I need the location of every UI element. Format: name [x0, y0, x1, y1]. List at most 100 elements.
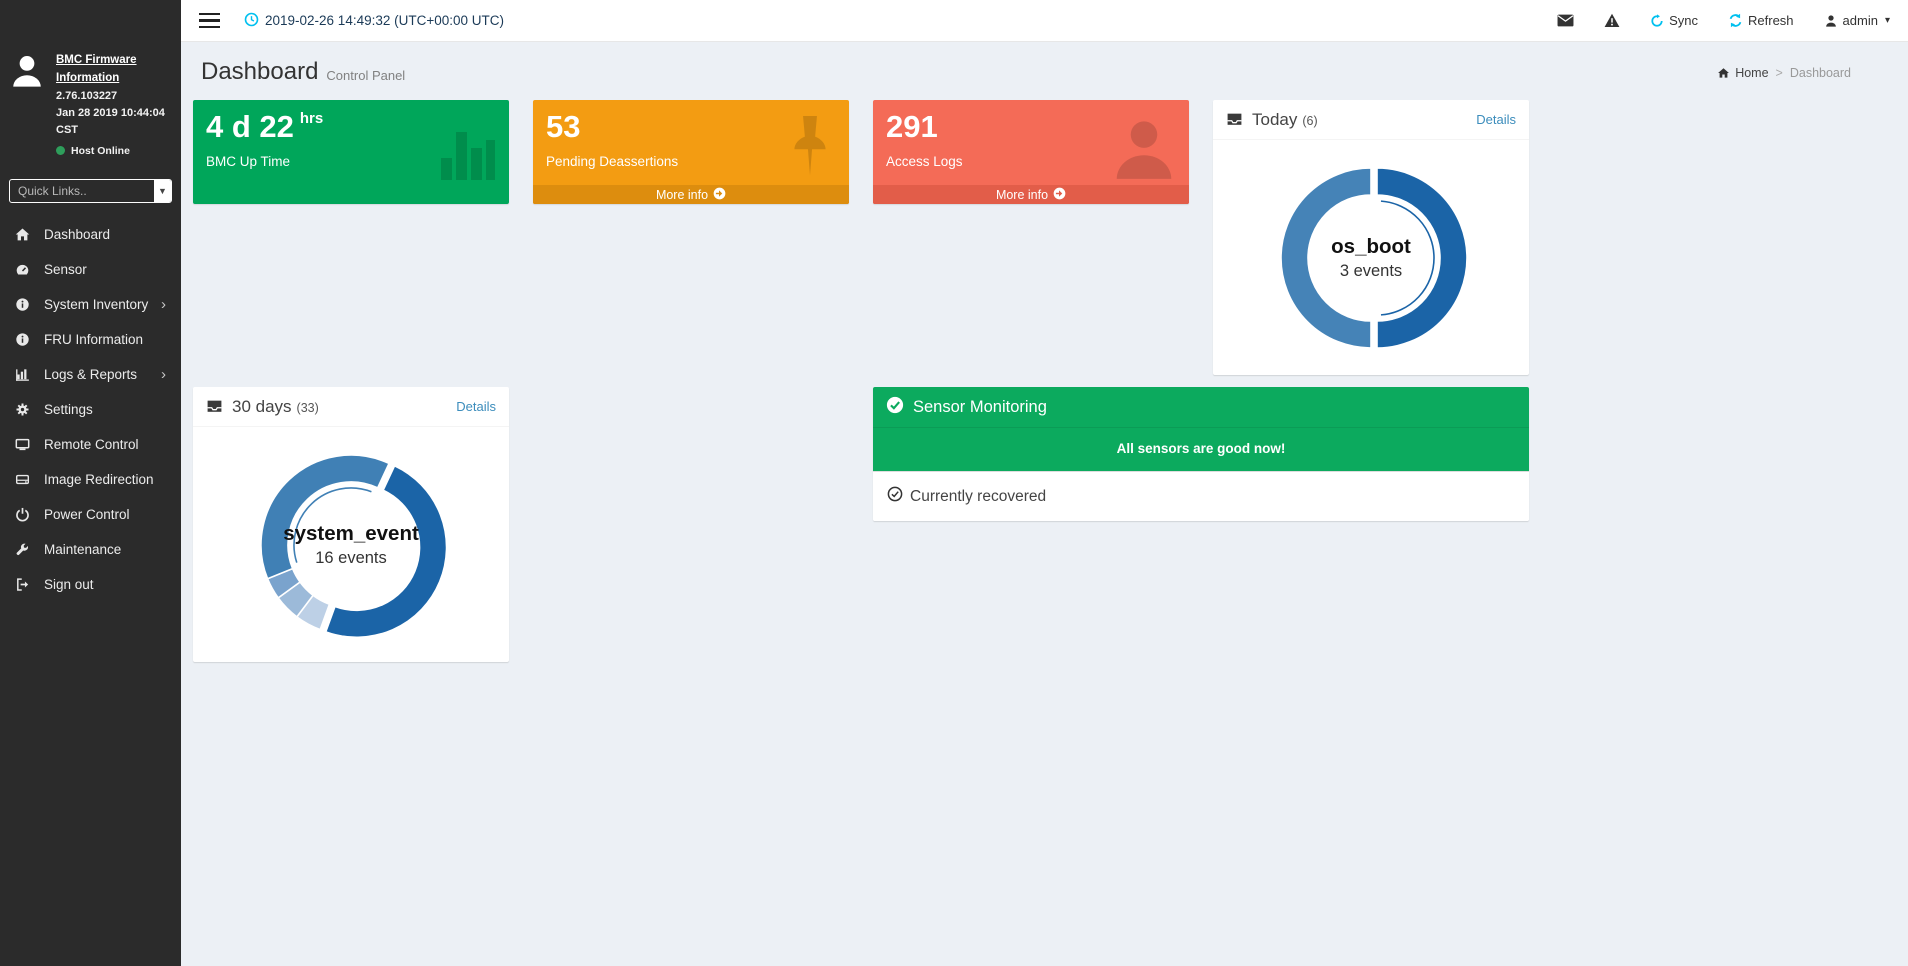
sidebar-item-settings[interactable]: Settings [0, 392, 181, 427]
card-label: BMC Up Time [206, 153, 291, 169]
sidebar-item-label: Sensor [44, 262, 87, 278]
chevron-right-icon: › [161, 296, 166, 314]
alerts-button[interactable] [1604, 13, 1620, 28]
card-value: 53 [546, 109, 581, 144]
bar-chart-icon [15, 367, 34, 382]
refresh-label: Refresh [1748, 13, 1794, 28]
home-icon [15, 227, 34, 242]
quick-links-select[interactable]: Quick Links.. ▼ [9, 179, 172, 204]
sidebar-item-label: System Inventory [44, 297, 149, 313]
topbar: 2019-02-26 14:49:32 (UTC+00:00 UTC) Sync… [181, 0, 1908, 42]
check-circle-outline-icon [887, 486, 903, 507]
inbox-icon [206, 399, 223, 414]
inbox-icon [1226, 112, 1243, 127]
sidebar-item-sensor[interactable]: Sensor [0, 252, 181, 287]
sidebar-item-power-control[interactable]: Power Control [0, 497, 181, 532]
details-link[interactable]: Details [456, 399, 496, 414]
today-events-panel: Today (6) Details os_boot 3 events [1213, 100, 1529, 375]
thirty-days-events-panel: 30 days (33) Details system_event 16 eve… [193, 387, 509, 662]
host-online-dot [56, 146, 65, 156]
sidebar-item-label: Maintenance [44, 542, 122, 558]
disk-icon [15, 472, 34, 487]
chevron-right-icon: › [161, 366, 166, 384]
envelope-icon [1557, 14, 1574, 27]
bmc-firmware-information-link[interactable]: BMC Firmware Information [56, 54, 137, 84]
sensor-status-label: Currently recovered [910, 487, 1047, 505]
person-icon [1107, 114, 1181, 189]
access-logs-card: 291 Access Logs More info [873, 100, 1189, 204]
panel-count: (33) [296, 401, 319, 415]
caret-down-icon: ▾ [1884, 15, 1890, 26]
page-title: Dashboard [201, 58, 319, 85]
bar-chart-icon [439, 126, 495, 185]
sidebar-menu: Dashboard Sensor System Inventory › FRU … [0, 217, 181, 602]
sidebar-item-image-redirection[interactable]: Image Redirection [0, 462, 181, 497]
gear-icon [15, 402, 34, 417]
page-subtitle: Control Panel [326, 68, 406, 83]
sidebar-item-logs-reports[interactable]: Logs & Reports › [0, 357, 181, 392]
info-circle-icon [15, 332, 34, 347]
pushpin-icon [785, 114, 835, 197]
user-panel: BMC Firmware Information 2.76.103227 Jan… [0, 0, 181, 169]
breadcrumb-separator: > [1775, 66, 1783, 80]
panel-count: (6) [1302, 114, 1318, 128]
arrow-circle-right-icon [713, 187, 726, 203]
wrench-icon [15, 542, 34, 557]
more-info-link[interactable]: More info [533, 185, 849, 204]
more-info-label: More info [995, 187, 1049, 202]
quick-links-placeholder: Quick Links.. [18, 184, 87, 199]
sync-label: Sync [1669, 13, 1699, 28]
sidebar-item-label: Dashboard [44, 227, 111, 243]
panel-title: 30 days [232, 396, 292, 416]
panel-title: Today [1252, 109, 1298, 129]
sidebar: BMC Firmware Information 2.76.103227 Jan… [0, 0, 181, 966]
info-circle-icon [15, 297, 34, 312]
refresh-icon [1728, 13, 1743, 28]
firmware-version: 2.76.103227 [56, 89, 118, 102]
sensor-monitoring-panel: Sensor Monitoring All sensors are good n… [873, 387, 1529, 521]
card-label: Access Logs [886, 153, 963, 169]
sidebar-item-label: Sign out [44, 577, 94, 593]
user-avatar-icon [8, 52, 46, 159]
thirty-days-donut-chart[interactable]: system_event 16 events [251, 445, 451, 645]
sidebar-item-dashboard[interactable]: Dashboard [0, 217, 181, 252]
user-menu[interactable]: admin ▾ [1824, 13, 1890, 28]
sign-out-icon [15, 577, 34, 592]
refresh-button[interactable]: Refresh [1728, 13, 1794, 28]
user-icon [1824, 14, 1838, 28]
pending-deassertions-card: 53 Pending Deassertions More info [533, 100, 849, 204]
sidebar-item-label: FRU Information [44, 332, 144, 348]
sync-button[interactable]: Sync [1650, 13, 1698, 28]
clock-icon [244, 12, 259, 30]
breadcrumb-current: Dashboard [1789, 66, 1851, 80]
card-unit: hrs [299, 110, 324, 127]
sidebar-item-system-inventory[interactable]: System Inventory › [0, 287, 181, 322]
messages-button[interactable] [1557, 14, 1574, 27]
select-caret-icon: ▼ [154, 180, 171, 203]
sidebar-item-maintenance[interactable]: Maintenance [0, 532, 181, 567]
sync-icon [1650, 13, 1664, 28]
user-label: admin [1842, 13, 1878, 28]
sidebar-item-label: Power Control [44, 507, 130, 523]
sidebar-item-label: Remote Control [44, 437, 139, 453]
sidebar-item-fru-information[interactable]: FRU Information [0, 322, 181, 357]
sidebar-item-sign-out[interactable]: Sign out [0, 567, 181, 602]
sidebar-item-remote-control[interactable]: Remote Control [0, 427, 181, 462]
sensor-status-row: Currently recovered [873, 471, 1529, 521]
breadcrumb: Home > Dashboard [1717, 66, 1851, 80]
card-label: Pending Deassertions [546, 153, 679, 169]
sidebar-item-label: Logs & Reports [44, 367, 138, 383]
breadcrumb-home[interactable]: Home [1735, 66, 1769, 80]
arrow-circle-right-icon [1053, 187, 1066, 203]
bmc-uptime-card: 4 d 22 hrs BMC Up Time [193, 100, 509, 204]
datetime-text: 2019-02-26 14:49:32 (UTC+00:00 UTC) [265, 13, 505, 28]
more-info-label: More info [655, 187, 709, 202]
gauge-icon [15, 262, 34, 277]
more-info-link[interactable]: More info [873, 185, 1189, 204]
datetime-display: 2019-02-26 14:49:32 (UTC+00:00 UTC) [244, 12, 504, 30]
sensor-monitoring-title: Sensor Monitoring [913, 397, 1047, 416]
hamburger-menu-button[interactable] [199, 12, 220, 29]
details-link[interactable]: Details [1476, 112, 1516, 127]
today-donut-chart[interactable]: os_boot 3 events [1271, 158, 1471, 358]
card-value: 291 [886, 109, 938, 144]
